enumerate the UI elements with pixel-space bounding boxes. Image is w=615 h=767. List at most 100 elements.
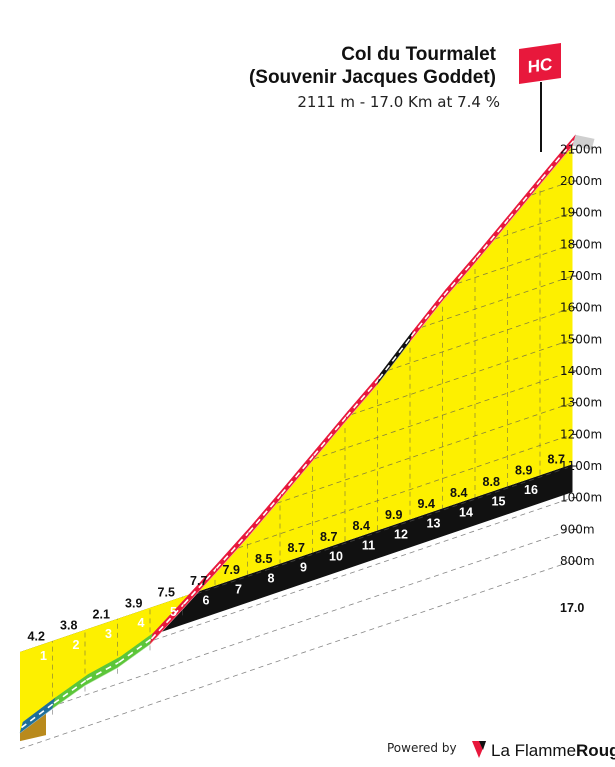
- gradient-label: 7.5: [158, 585, 175, 599]
- altitude-tick-label: 1200m: [560, 427, 602, 441]
- profile-area: [20, 145, 573, 734]
- gradient-label: 7.9: [223, 563, 240, 577]
- climb-title-line2: (Souvenir Jacques Goddet): [249, 67, 496, 88]
- altitude-tick-label: 1400m: [560, 364, 602, 378]
- altitude-tick-label: 1300m: [560, 396, 602, 410]
- altitude-tick-label: 1500m: [560, 332, 602, 346]
- gradient-label: 8.5: [255, 552, 272, 566]
- brand-name-part2: Rouge: [576, 741, 615, 760]
- grid-line-altitude: [59, 529, 573, 705]
- road-edge: [409, 300, 443, 342]
- powered-by-footer: Powered by La FlammeRouge: [387, 741, 615, 760]
- flag-banner: [519, 43, 561, 84]
- hc-badge: HC: [528, 54, 553, 76]
- brand-name-part1: La Flamme: [491, 741, 576, 760]
- road-edge: [117, 644, 151, 669]
- grid-line-altitude: [238, 433, 573, 549]
- road-edge: [474, 223, 508, 264]
- road-edge: [247, 499, 281, 538]
- road-edge: [312, 421, 346, 462]
- road-edge: [149, 609, 183, 645]
- gradient-label: 2.1: [93, 607, 110, 621]
- summit-cap: [572, 134, 595, 150]
- altitude-tick-label: 1800m: [560, 237, 602, 251]
- road-edge: [442, 262, 476, 301]
- road-centerline: [508, 178, 543, 219]
- km-label: 11: [362, 538, 375, 552]
- road-edge: [507, 184, 541, 225]
- km-label: 4: [138, 616, 145, 630]
- climb-subtitle: 2111 m - 17.0 Km at 7.4 %: [297, 93, 500, 111]
- road-edge: [182, 573, 216, 610]
- hc-flag: HC: [519, 43, 561, 152]
- road-edge: [279, 460, 313, 500]
- km-label: 1: [40, 649, 47, 663]
- road-centerline: [345, 378, 380, 418]
- road-centerline: [540, 139, 575, 180]
- km-label: 10: [329, 550, 343, 564]
- grid-line-altitude: [568, 148, 573, 152]
- gradient-label: 8.9: [515, 464, 532, 478]
- grid-line-altitude: [388, 307, 573, 371]
- altitude-tick-label: 1100m: [560, 459, 602, 473]
- km-label: 6: [203, 594, 210, 608]
- road-centerline: [53, 679, 87, 704]
- altitude-tick-label: 2100m: [560, 142, 602, 156]
- road-centerline: [475, 217, 510, 259]
- gradient-label: 8.8: [483, 475, 500, 489]
- grid-line-altitude: [276, 402, 573, 504]
- flame-logo-icon: [472, 741, 486, 758]
- gradient-label: 8.4: [450, 486, 467, 500]
- road-edge: [84, 667, 118, 686]
- road-centerline: [248, 493, 283, 533]
- altitude-tick-label: 900m: [560, 522, 595, 536]
- gradient-label: 9.4: [418, 497, 435, 511]
- brand-name: La FlammeRouge: [491, 741, 615, 760]
- gradient-label: 9.9: [385, 508, 402, 522]
- road-edge: [19, 708, 53, 734]
- road-edge: [344, 384, 378, 423]
- altitude-tick-label: 1900m: [560, 206, 602, 220]
- road-centerline: [280, 454, 315, 495]
- climb-title-line1: Col du Tourmalet: [341, 44, 496, 65]
- altitude-tick-label: 1700m: [560, 269, 602, 283]
- road-centerline: [378, 335, 413, 380]
- road-centerline: [215, 531, 250, 569]
- gradient-label: 8.7: [288, 541, 305, 555]
- grid-line-altitude: [314, 370, 573, 460]
- km-label: 7: [235, 583, 242, 597]
- altitude-tick-label: 1600m: [560, 301, 602, 315]
- grid-line-altitude: [153, 497, 573, 641]
- powered-by-text: Powered by: [387, 741, 457, 755]
- gradient-label: 8.7: [320, 530, 337, 544]
- km-label: 16: [524, 483, 538, 497]
- km-label: 8: [268, 572, 275, 586]
- km-label: 2: [73, 638, 80, 652]
- road-edge: [214, 537, 248, 575]
- grid-line-altitude: [351, 338, 573, 415]
- km-label: 3: [105, 627, 112, 641]
- km-label: 14: [459, 505, 473, 519]
- road-edge: [539, 145, 573, 185]
- km-label: 12: [394, 527, 408, 541]
- altitude-tick-label: 800m: [560, 554, 595, 568]
- gradient-label: 3.8: [60, 618, 77, 632]
- grid-line-altitude: [19, 560, 573, 750]
- road-centerline: [183, 567, 218, 605]
- road-centerline: [313, 416, 348, 456]
- km-label: 13: [427, 516, 441, 530]
- km-label: 9: [300, 561, 307, 575]
- road-centerline: [118, 638, 152, 663]
- road-edge: [377, 341, 411, 385]
- grid-line-altitude: [457, 243, 573, 284]
- gradient-label: 3.9: [125, 596, 142, 610]
- gradient-label: 4.2: [28, 629, 45, 643]
- altitude-tick-label: 1000m: [560, 491, 602, 505]
- road-edge: [52, 685, 86, 709]
- gradient-label: 8.4: [353, 519, 370, 533]
- gradient-label: 7.7: [190, 574, 207, 588]
- road-centerline: [150, 603, 185, 640]
- road-centerline: [21, 702, 55, 729]
- grid-line-altitude: [531, 180, 573, 196]
